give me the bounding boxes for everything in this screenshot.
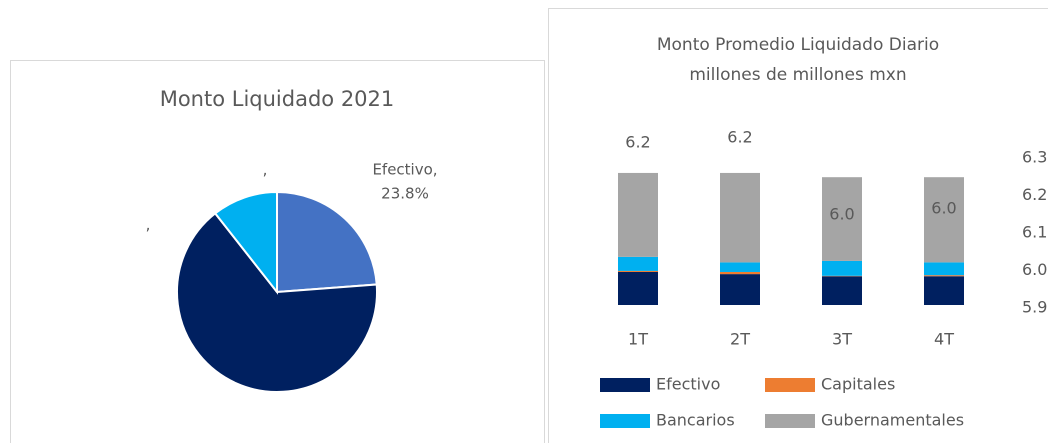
bar-segment [720,274,760,305]
bar-segment [618,270,658,272]
bar-segment [618,256,658,271]
bar-segment [822,177,862,261]
legend-label: Gubernamentales [821,411,964,430]
bar-segment [720,271,760,275]
legend-label: Capitales [821,375,895,394]
legend-label: Bancarios [656,411,735,430]
total-label: 6.0 [931,199,956,218]
y2-tick-label: 6.2 [1022,185,1047,204]
y2-tick-label: 6.3 [1022,148,1047,167]
x-tick-label: 3T [832,330,852,349]
slice-label: 23.8% [381,185,429,203]
bar-segment [822,276,862,305]
y2-tick-label: 5.9 [1022,298,1047,317]
y2-tick-label: 6.0 [1022,260,1047,279]
pie-slice [176,211,378,393]
bar-segment [618,271,658,305]
bar-segment [924,275,964,277]
y2-tick-label: 6.1 [1022,223,1047,242]
pie-slice [213,190,278,295]
total-label: 6.2 [625,132,650,151]
bar-segment [822,260,862,276]
pie-title: Monto Liquidado 2021 [160,87,395,111]
bar-segment [720,172,760,263]
slice-label: , [263,161,268,179]
x-tick-label: 4T [934,330,954,349]
legend-swatch [765,414,815,428]
slice-label: , [146,216,151,234]
bar-segment [618,172,658,257]
legend-swatch [600,414,650,428]
total-label: 6.2 [727,127,752,146]
pie-slice [276,190,378,294]
bar-title: millones de millones mxn [689,65,906,85]
legend-swatch [600,378,650,392]
bar-segment [924,177,964,263]
total-label: 6.0 [829,205,854,224]
x-tick-label: 1T [628,330,648,349]
bar-segment [924,276,964,305]
legend-label: Efectivo [656,375,720,394]
slice-label: Efectivo, [372,161,437,179]
bar-segment [924,262,964,276]
x-tick-label: 2T [730,330,750,349]
bar-title: Monto Promedio Liquidado Diario [657,35,939,55]
legend-swatch [765,378,815,392]
bar-segment [720,262,760,272]
